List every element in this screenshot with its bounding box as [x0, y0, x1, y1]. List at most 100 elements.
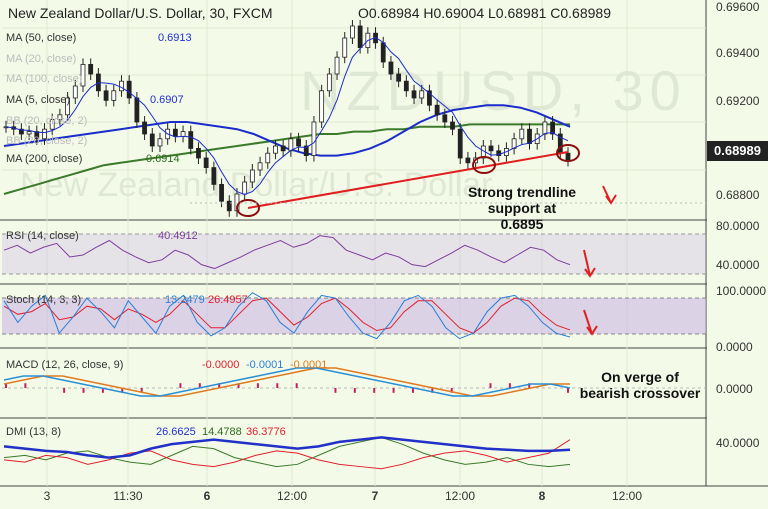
- ma5-label[interactable]: MA (5, close): [6, 94, 71, 106]
- candle-body: [103, 90, 109, 101]
- dmi-tick: 40.0000: [716, 436, 760, 450]
- macd-tick: 0.0000: [716, 382, 753, 396]
- candle-body: [419, 90, 425, 99]
- time-tick: 3: [43, 489, 51, 503]
- candle-body: [296, 138, 301, 147]
- candle-body: [265, 152, 271, 164]
- price-tick: 0.69400: [716, 46, 760, 60]
- rsi-label[interactable]: RSI (14, close): [6, 230, 79, 242]
- support-trendline: [247, 151, 569, 209]
- candle-body: [357, 25, 363, 49]
- macd-annotation: On verge of bearish crossover: [573, 369, 707, 401]
- macd-ann-line-2: bearish crossover: [579, 385, 701, 401]
- stoch-tick: 100.0000: [716, 284, 767, 298]
- candle-body: [211, 167, 217, 185]
- watermark-symbol: NZDUSD, 30: [300, 59, 687, 122]
- candle-body: [396, 73, 402, 82]
- chart-title: New Zealand Dollar/U.S. Dollar, 30, FXCM: [8, 5, 273, 21]
- dmi-plus-line: [3, 436, 571, 468]
- candle-body: [380, 42, 386, 63]
- bb-label-1[interactable]: BB (20, close, 2): [6, 115, 88, 127]
- candle-body: [65, 97, 70, 116]
- candle-body: [126, 80, 132, 99]
- ma50-label[interactable]: MA (50, close): [6, 32, 77, 44]
- candle-body: [303, 145, 309, 156]
- ma200-value: 0.6914: [146, 153, 180, 165]
- macd-ann-line-1: On verge of: [601, 369, 679, 385]
- ma50-line: [3, 104, 571, 157]
- macd-value-3: -0.0001: [290, 359, 328, 371]
- touch-circle: [472, 156, 496, 174]
- time-tick: 12:00: [611, 489, 643, 503]
- stoch-d-value: 26.4957: [208, 294, 248, 306]
- price-tick: 0.69200: [716, 94, 760, 108]
- ohlc-readout: O0.68984 H0.69004 L0.68981 C0.68989: [358, 5, 611, 21]
- candle-body: [403, 80, 409, 92]
- candle-body: [550, 121, 556, 135]
- candle-body: [18, 128, 24, 135]
- rsi-line: [3, 235, 571, 270]
- stoch-k-line: [3, 292, 571, 340]
- candle-body: [26, 131, 32, 135]
- axis-bg: [707, 0, 768, 509]
- candle-body: [226, 200, 232, 212]
- support-annotation: Strong trendline support at 0.6895: [466, 184, 578, 232]
- rsi-tick: 80.0000: [716, 219, 760, 233]
- candle-body: [196, 147, 201, 159]
- candle-body: [496, 150, 502, 157]
- candle-body: [311, 121, 317, 156]
- candle-body: [280, 145, 286, 152]
- price-tick: 0.68800: [716, 188, 760, 202]
- ma5-line: [5, 36, 569, 196]
- candle-body: [257, 162, 263, 171]
- time-tick: 6: [203, 489, 211, 503]
- rsi-value: 40.4912: [158, 230, 198, 242]
- ma50-value: 0.6913: [158, 32, 192, 44]
- candle-body: [565, 152, 571, 161]
- stoch-k-value: 13.2479: [165, 294, 205, 306]
- candle-body: [450, 121, 455, 130]
- macd-value-1: -0.0000: [202, 359, 240, 371]
- price-tick: 0.69600: [716, 0, 760, 14]
- ma20-label[interactable]: MA (20, close): [6, 53, 77, 65]
- time-tick: 7: [371, 489, 379, 503]
- dmi-label[interactable]: DMI (13, 8): [6, 426, 62, 438]
- rsi-band: [2, 234, 706, 274]
- bb-label-2[interactable]: BB (20, close, 2): [6, 135, 88, 147]
- stoch-tick: 0.0000: [716, 340, 753, 354]
- ma200-label[interactable]: MA (200, close): [6, 153, 83, 165]
- ma200-line: [3, 123, 570, 195]
- candle-body: [219, 183, 224, 202]
- macd-value-2: -0.0001: [246, 359, 284, 371]
- candle-body: [288, 138, 294, 152]
- candle-body: [273, 145, 278, 154]
- dmi-value-2: 14.4788: [202, 426, 242, 438]
- candle-body: [427, 90, 432, 106]
- candle-body: [388, 61, 394, 75]
- stoch-label[interactable]: Stoch (14, 3, 3): [6, 294, 82, 306]
- candle-body: [457, 128, 463, 159]
- candle-body: [488, 145, 494, 152]
- candle-body: [542, 121, 548, 135]
- candle-body: [72, 85, 78, 99]
- down-arrow: [583, 309, 593, 335]
- candle-body: [527, 128, 532, 144]
- candle-body: [49, 119, 55, 130]
- dmi-minus-line: [3, 439, 571, 470]
- support-line-1: Strong trendline: [467, 184, 577, 200]
- candle-body: [411, 90, 417, 99]
- watermark-name: New Zealand Dollar/U.S. Dollar: [20, 166, 492, 204]
- candle-body: [180, 131, 186, 137]
- candle-body: [157, 138, 163, 147]
- ma100-label[interactable]: MA (100, close): [6, 73, 83, 85]
- macd-label[interactable]: MACD (12, 26, close, 9): [6, 359, 124, 371]
- candle-body: [88, 64, 94, 75]
- current-price-badge: 0.68989: [707, 141, 768, 161]
- candle-body: [119, 80, 124, 92]
- candle-body: [242, 181, 248, 195]
- down-arrow-head: [586, 325, 598, 336]
- candle-body: [149, 133, 155, 147]
- ma5-value: 0.6907: [150, 94, 184, 106]
- candle-body: [350, 25, 355, 39]
